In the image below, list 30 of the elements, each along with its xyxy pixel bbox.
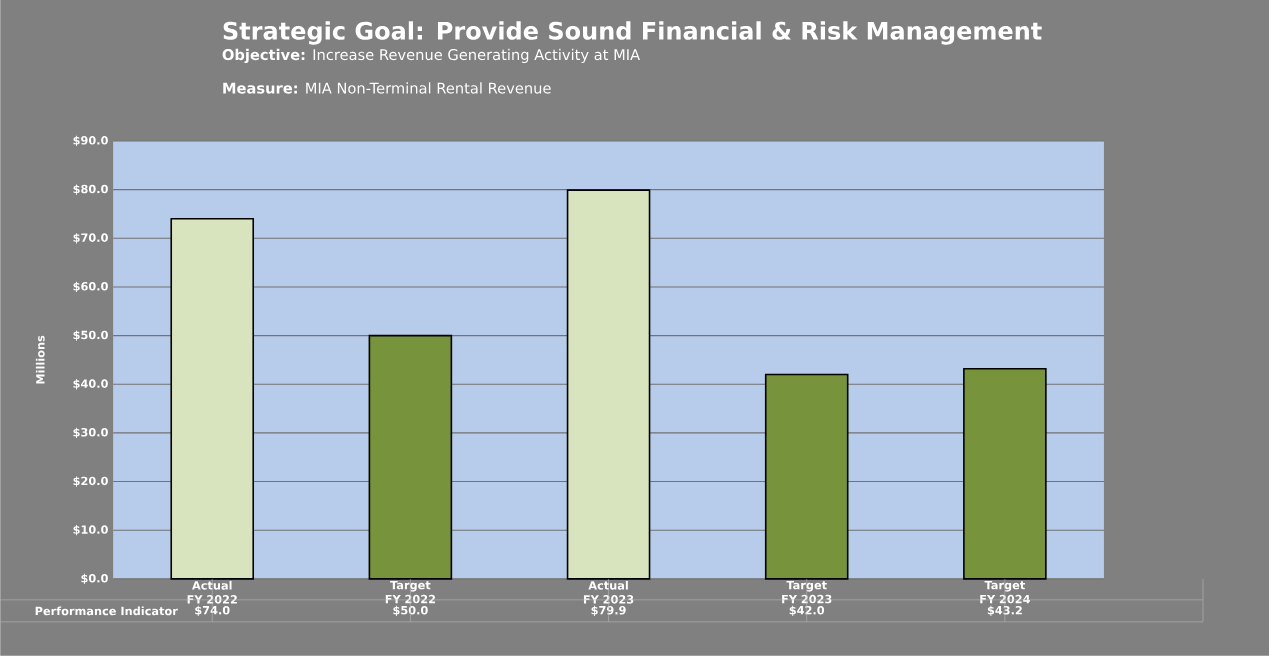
chart-title: Strategic Goal: Provide Sound Financial & Risk Management (223, 21, 1042, 45)
bar (764, 373, 849, 580)
data-label: $42.0 (789, 605, 825, 617)
y-tick-label: $60.0 (73, 281, 108, 293)
y-tick-label: $40.0 (73, 379, 108, 390)
x-tick-label: Actual FY 2023 (583, 580, 634, 604)
y-tick-label: $0.0 (81, 573, 108, 585)
bar (963, 367, 1047, 580)
y-tick-label: $20.0 (73, 476, 108, 487)
y-tick-label: $90.0 (73, 135, 108, 147)
data-label: $43.2 (987, 605, 1022, 617)
y-tick-label: $80.0 (73, 184, 108, 195)
y-tick-label: $70.0 (73, 233, 108, 244)
y-tick-label: $50.0 (73, 330, 108, 341)
bar (368, 334, 453, 580)
x-tick-label: Target FY 2024 (980, 580, 1030, 604)
data-label: $79.9 (591, 605, 626, 617)
x-tick-label: Actual FY 2022 (187, 580, 237, 604)
data-label: $74.0 (195, 605, 230, 617)
data-label: $50.0 (393, 605, 428, 617)
text: Measure: MIA Non-Terminal Rental Revenue (223, 82, 551, 94)
y-tick-label: $30.0 (73, 427, 108, 439)
chart-subtitle: Objective: Increase Revenue Generating Activity at MIA (222, 48, 641, 64)
bar (566, 189, 651, 580)
text: Performance Indicator (35, 606, 178, 616)
x-tick-label: Target FY 2022 (385, 580, 436, 604)
y-tick-label: $10.0 (73, 525, 108, 536)
y-axis-title: Millions (35, 335, 45, 384)
bar (170, 218, 255, 580)
x-tick-label: Target FY 2023 (782, 580, 832, 604)
